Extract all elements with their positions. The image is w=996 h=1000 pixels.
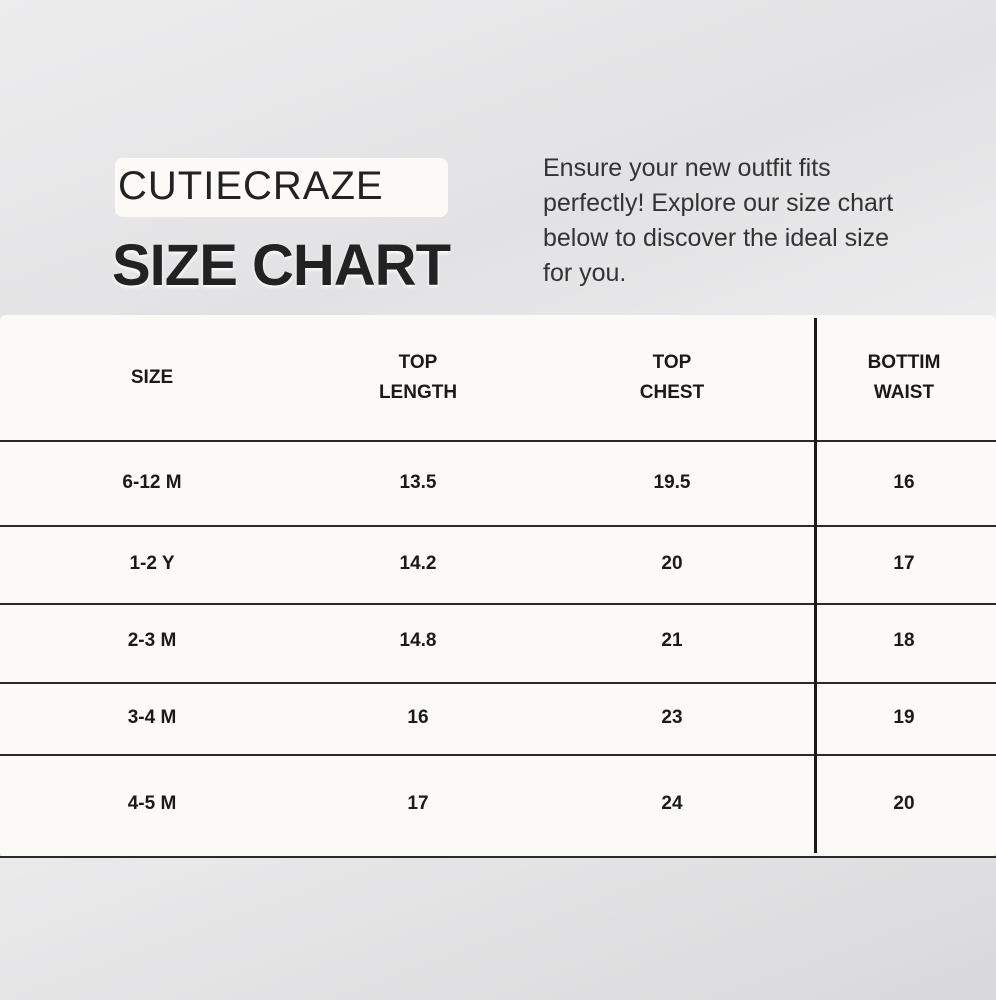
size-table bbox=[0, 315, 996, 857]
measurement-cell: 14.8 bbox=[399, 630, 437, 651]
measurement-cell: 20 bbox=[661, 553, 683, 574]
row-divider bbox=[0, 525, 996, 527]
column-header: TOP CHEST bbox=[640, 348, 704, 408]
column-header: BOTTIM WAIST bbox=[868, 348, 941, 408]
size-label: 1-2 Y bbox=[129, 553, 175, 574]
column-header: SIZE bbox=[131, 363, 173, 393]
measurement-cell: 18 bbox=[893, 630, 915, 651]
header-text: TOP bbox=[398, 352, 438, 373]
row-divider bbox=[0, 682, 996, 684]
intro-text: Ensure your new outfit fits perfectly! E… bbox=[543, 154, 894, 287]
size-label: 4-5 M bbox=[127, 793, 177, 814]
column-header: TOP LENGTH bbox=[379, 348, 457, 408]
measurement-cell: 19 bbox=[893, 707, 915, 728]
measurement-cell: 24 bbox=[661, 793, 683, 814]
header-text: CHEST bbox=[639, 382, 705, 403]
measurement-cell: 17 bbox=[893, 553, 915, 574]
row-divider bbox=[0, 440, 996, 442]
header-text: TOP bbox=[652, 352, 692, 373]
size-label: 2-3 M bbox=[127, 630, 177, 651]
row-divider bbox=[0, 856, 996, 858]
measurement-cell: 14.2 bbox=[399, 553, 437, 574]
measurement-cell: 17 bbox=[407, 793, 429, 814]
measurement-cell: 21 bbox=[661, 630, 683, 651]
header-text: SIZE bbox=[130, 367, 174, 388]
brand-badge: CUTIECRAZE bbox=[115, 158, 448, 217]
row-divider bbox=[0, 603, 996, 605]
header-text: BOTTIM bbox=[867, 352, 941, 373]
size-label: 3-4 M bbox=[127, 707, 177, 728]
header-text: LENGTH bbox=[378, 382, 458, 403]
measurement-cell: 16 bbox=[407, 707, 429, 728]
measurement-cell: 16 bbox=[893, 472, 915, 493]
page-title: SIZE CHART bbox=[112, 233, 451, 298]
measurement-cell: 23 bbox=[661, 707, 683, 728]
row-divider bbox=[0, 754, 996, 756]
brand-name: CUTIECRAZE bbox=[118, 164, 384, 208]
measurement-cell: 13.5 bbox=[399, 472, 437, 493]
column-divider bbox=[814, 318, 817, 853]
size-label: 6-12 M bbox=[122, 472, 182, 493]
measurement-cell: 19.5 bbox=[653, 472, 691, 493]
header-text: WAIST bbox=[873, 382, 935, 403]
measurement-cell: 20 bbox=[893, 793, 915, 814]
